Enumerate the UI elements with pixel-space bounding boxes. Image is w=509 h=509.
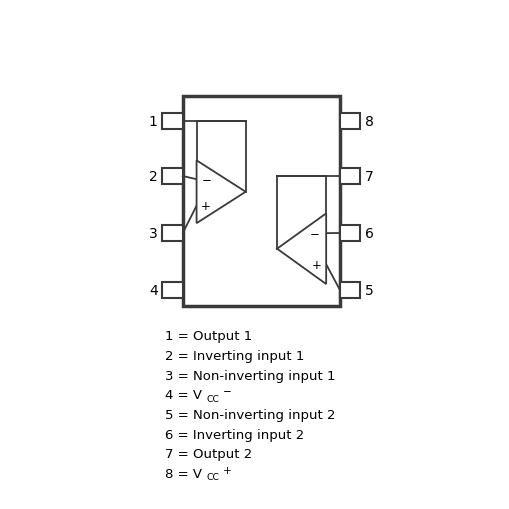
Text: 4: 4 [149, 284, 157, 297]
Bar [183, 96, 340, 306]
Polygon shape [196, 161, 245, 224]
Text: +: + [311, 258, 321, 271]
Text: −: − [223, 386, 232, 397]
Text: +: + [223, 465, 232, 475]
Text: 6: 6 [364, 227, 373, 241]
Bar [339, 114, 360, 130]
Bar [162, 282, 183, 299]
Text: 6 = Inverting input 2: 6 = Inverting input 2 [165, 428, 304, 441]
Text: CC: CC [206, 472, 219, 482]
Bar [162, 225, 183, 242]
Polygon shape [276, 214, 326, 285]
Bar [339, 168, 360, 185]
Text: 4 = V: 4 = V [165, 388, 202, 402]
Text: 3: 3 [149, 227, 157, 241]
Text: 5 = Non-inverting input 2: 5 = Non-inverting input 2 [165, 408, 335, 421]
Text: 3 = Non-inverting input 1: 3 = Non-inverting input 1 [165, 369, 335, 382]
Text: +: + [200, 200, 210, 213]
Bar [339, 282, 360, 299]
Text: 7 = Output 2: 7 = Output 2 [165, 447, 252, 460]
Text: 8 = V: 8 = V [165, 467, 202, 480]
Bar [162, 114, 183, 130]
Text: −: − [201, 174, 211, 186]
Text: 1: 1 [149, 115, 157, 129]
Text: 7: 7 [364, 169, 373, 184]
Text: CC: CC [206, 394, 219, 403]
Text: 2 = Inverting input 1: 2 = Inverting input 1 [165, 349, 304, 362]
Text: 5: 5 [364, 284, 373, 297]
Text: −: − [309, 227, 320, 240]
Text: 2: 2 [149, 169, 157, 184]
Text: 1 = Output 1: 1 = Output 1 [165, 330, 252, 343]
Bar [339, 225, 360, 242]
Bar [162, 168, 183, 185]
Text: 8: 8 [364, 115, 373, 129]
